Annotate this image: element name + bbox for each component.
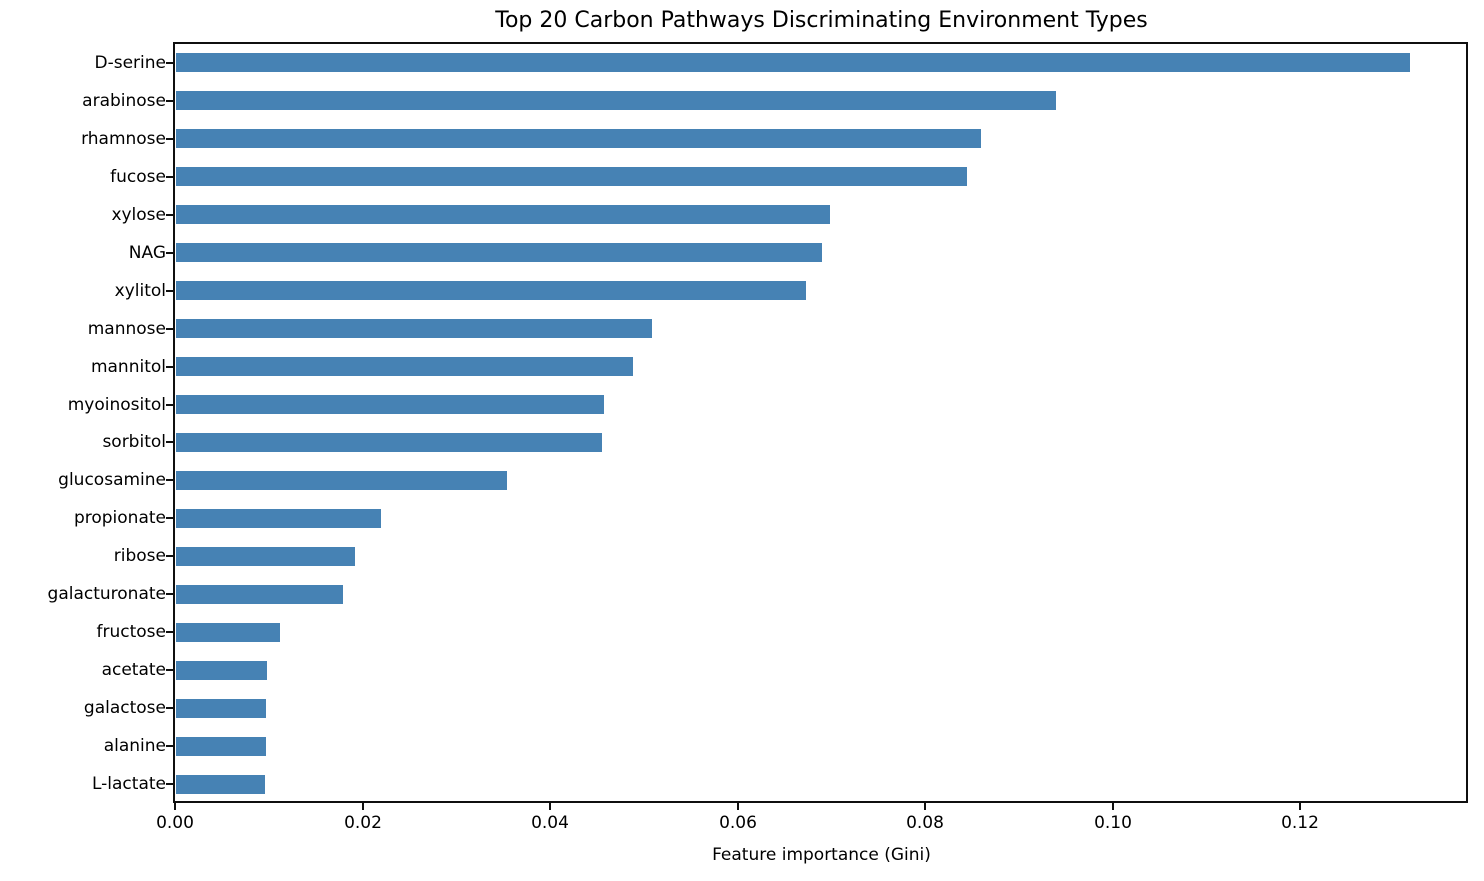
y-tick-label: arabinose: [82, 91, 166, 111]
x-tick-label: 0.04: [531, 813, 569, 833]
y-tick-label: alanine: [103, 736, 166, 756]
y-tick-label: mannose: [87, 319, 166, 339]
y-tick-mark: [166, 176, 173, 178]
bar-arabinose: [176, 91, 1056, 110]
x-tick-mark: [737, 803, 739, 810]
y-tick-mark: [166, 138, 173, 140]
bar-xylitol: [176, 281, 806, 300]
y-tick-label: galactose: [83, 698, 166, 718]
bar-alanine: [176, 737, 266, 756]
y-tick-label: myoinositol: [67, 395, 166, 415]
bar-l-lactate: [176, 775, 265, 794]
x-tick-mark: [174, 803, 176, 810]
bar-myoinositol: [176, 395, 604, 414]
y-tick-label: xylitol: [114, 281, 166, 301]
bar-rhamnose: [176, 129, 981, 148]
bar-acetate: [176, 661, 267, 680]
x-tick-label: 0.00: [156, 813, 194, 833]
x-tick-label: 0.12: [1281, 813, 1319, 833]
y-tick-mark: [166, 631, 173, 633]
y-tick-mark: [166, 669, 173, 671]
y-tick-mark: [166, 479, 173, 481]
x-axis-label: Feature importance (Gini): [712, 845, 931, 865]
y-tick-mark: [166, 62, 173, 64]
x-tick-mark: [549, 803, 551, 810]
y-tick-mark: [166, 517, 173, 519]
x-tick-label: 0.08: [906, 813, 944, 833]
y-tick-mark: [166, 707, 173, 709]
plot-area: [173, 42, 1468, 803]
bar-mannitol: [176, 357, 633, 376]
bar-fucose: [176, 167, 967, 186]
bar-mannose: [176, 319, 652, 338]
y-tick-label: D-serine: [94, 53, 167, 73]
x-tick-mark: [1112, 803, 1114, 810]
y-tick-label: NAG: [128, 243, 166, 263]
y-tick-mark: [166, 593, 173, 595]
y-tick-mark: [166, 214, 173, 216]
x-tick-label: 0.02: [344, 813, 382, 833]
y-tick-label: mannitol: [90, 357, 166, 377]
y-tick-label: sorbitol: [102, 432, 166, 452]
y-tick-mark: [166, 100, 173, 102]
x-tick-mark: [362, 803, 364, 810]
bar-nag: [176, 243, 822, 262]
y-tick-mark: [166, 366, 173, 368]
bar-fructose: [176, 623, 280, 642]
bar-d-serine: [176, 53, 1410, 72]
x-tick-mark: [1299, 803, 1301, 810]
bar-sorbitol: [176, 433, 602, 452]
y-tick-label: glucosamine: [58, 470, 166, 490]
x-tick-label: 0.10: [1094, 813, 1132, 833]
y-tick-mark: [166, 783, 173, 785]
y-tick-label: acetate: [101, 660, 166, 680]
y-tick-label: xylose: [111, 205, 166, 225]
y-tick-label: galacturonate: [47, 584, 166, 604]
y-tick-label: rhamnose: [81, 129, 166, 149]
y-tick-mark: [166, 328, 173, 330]
bar-galactose: [176, 699, 266, 718]
bar-galacturonate: [176, 585, 343, 604]
chart-title: Top 20 Carbon Pathways Discriminating En…: [495, 8, 1148, 33]
y-tick-label: fucose: [110, 167, 166, 187]
y-tick-mark: [166, 404, 173, 406]
y-tick-label: ribose: [113, 546, 166, 566]
y-tick-mark: [166, 745, 173, 747]
x-tick-label: 0.06: [719, 813, 757, 833]
y-tick-label: fructose: [96, 622, 166, 642]
y-tick-mark: [166, 290, 173, 292]
y-tick-mark: [166, 555, 173, 557]
x-tick-mark: [924, 803, 926, 810]
y-tick-label: L-lactate: [91, 774, 166, 794]
y-tick-mark: [166, 252, 173, 254]
bar-ribose: [176, 547, 355, 566]
bar-xylose: [176, 205, 830, 224]
bar-glucosamine: [176, 471, 507, 490]
bar-propionate: [176, 509, 381, 528]
y-tick-mark: [166, 441, 173, 443]
y-tick-label: propionate: [73, 508, 166, 528]
